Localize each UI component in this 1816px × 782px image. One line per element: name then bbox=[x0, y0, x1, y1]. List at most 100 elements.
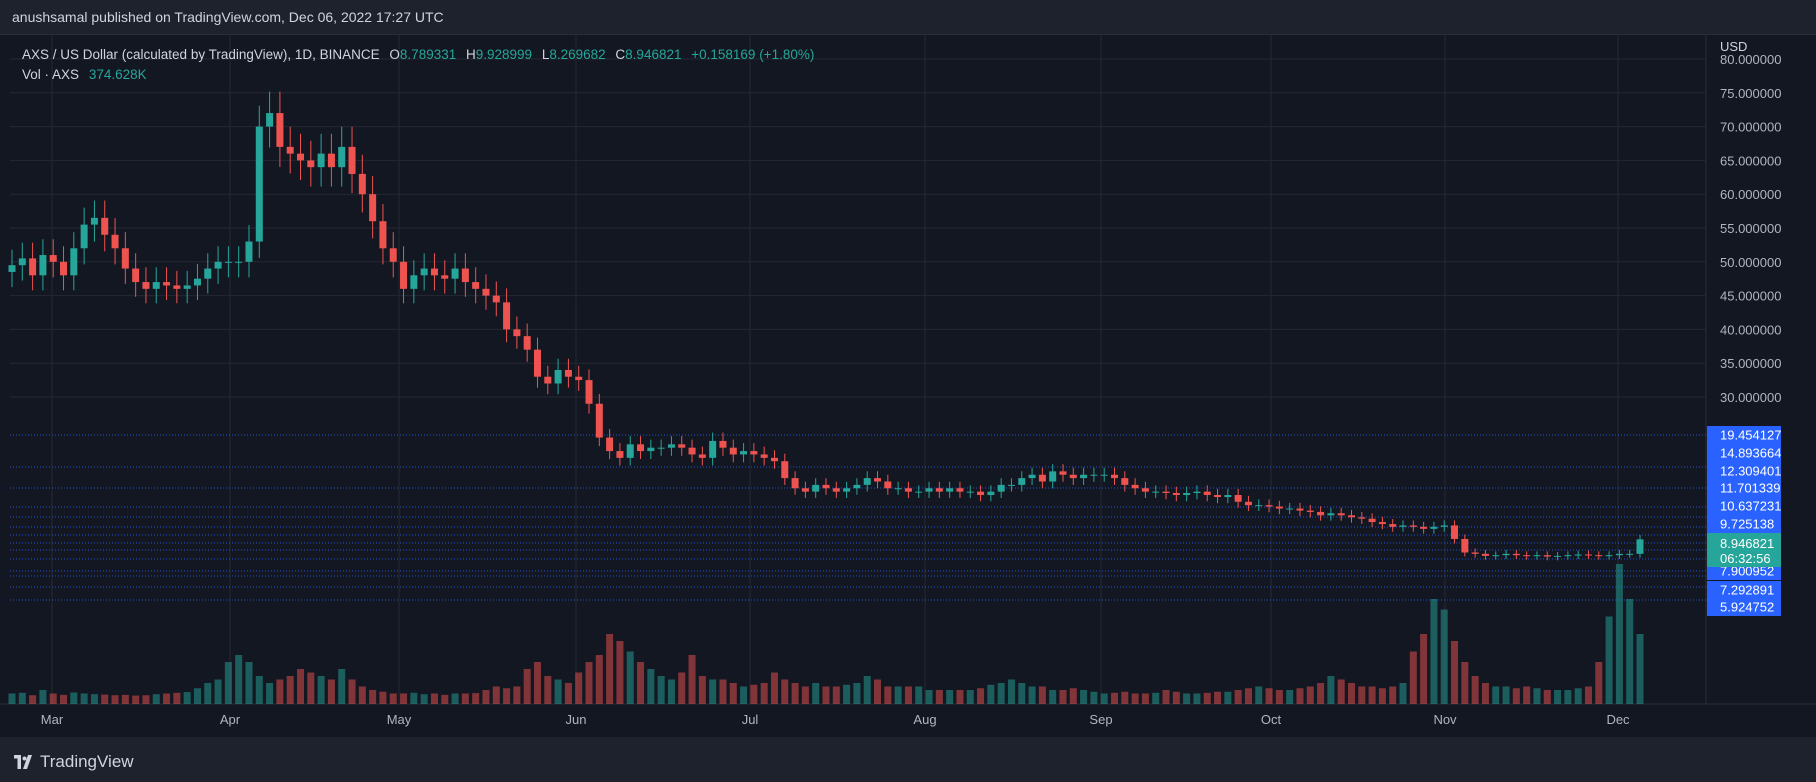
candle-body bbox=[1275, 506, 1283, 509]
volume-bar bbox=[1389, 686, 1397, 704]
candle-body bbox=[1615, 553, 1623, 556]
volume-bar bbox=[1584, 686, 1592, 704]
level-price-label: 9.725138 bbox=[1720, 517, 1774, 532]
candle-body bbox=[853, 484, 861, 489]
candle-body bbox=[667, 444, 675, 448]
volume-bar bbox=[235, 655, 243, 704]
volume-bar bbox=[966, 690, 974, 704]
volume-bar bbox=[1409, 651, 1417, 704]
candle-body bbox=[904, 488, 912, 492]
month-label: Sep bbox=[1089, 712, 1112, 727]
volume-bar bbox=[1069, 688, 1077, 704]
candle-body bbox=[647, 447, 655, 452]
volume-bar bbox=[358, 686, 366, 704]
level-price-label-bg bbox=[1707, 581, 1781, 599]
candle-body bbox=[1018, 478, 1026, 485]
candle-body bbox=[1461, 538, 1469, 553]
last-price-badge bbox=[1707, 533, 1781, 567]
volume-bar bbox=[111, 695, 119, 704]
candle-body bbox=[430, 268, 438, 276]
volume-bar bbox=[1007, 679, 1015, 704]
volume-bar bbox=[266, 683, 274, 704]
volume-bar bbox=[698, 676, 706, 704]
candle-body bbox=[977, 491, 985, 496]
candle-body bbox=[1399, 525, 1407, 527]
price-tick-label: 60.000000 bbox=[1720, 187, 1781, 202]
candle-body bbox=[1626, 553, 1634, 555]
level-price-label: 14.893664 bbox=[1720, 446, 1781, 461]
candle-body bbox=[90, 217, 98, 225]
volume-bar bbox=[1636, 634, 1644, 704]
volume-bar bbox=[1564, 690, 1572, 704]
high-label: H bbox=[466, 47, 476, 62]
volume-bar bbox=[1451, 641, 1459, 704]
candle-body bbox=[1409, 525, 1417, 527]
volume-bar bbox=[678, 672, 686, 704]
candle-body bbox=[750, 451, 758, 455]
candle-body bbox=[832, 488, 840, 492]
volume-bar bbox=[554, 679, 562, 704]
candle-body bbox=[956, 488, 964, 492]
volume-bar bbox=[430, 693, 438, 704]
volume-bar bbox=[812, 683, 820, 704]
candle-body bbox=[317, 153, 325, 168]
volume-bar bbox=[327, 679, 335, 704]
candle-body bbox=[183, 285, 191, 289]
volume-bar bbox=[389, 693, 397, 704]
level-price-label: 19.454127 bbox=[1720, 428, 1781, 443]
volume-bar bbox=[101, 694, 109, 704]
candle-body bbox=[801, 488, 809, 492]
candle-body bbox=[1368, 518, 1376, 523]
volume-bar bbox=[1255, 686, 1263, 704]
candle-body bbox=[1564, 555, 1572, 557]
volume-bar bbox=[709, 679, 717, 704]
volume-bar bbox=[451, 693, 459, 704]
level-price-label-bg bbox=[1707, 426, 1781, 444]
volume-bar bbox=[925, 690, 933, 704]
candle-body bbox=[843, 488, 851, 492]
volume-bar bbox=[1523, 686, 1531, 704]
volume-bar bbox=[801, 686, 809, 704]
candle-body bbox=[1069, 474, 1077, 479]
volume-bar bbox=[1378, 688, 1386, 704]
volume-bar bbox=[286, 676, 294, 704]
volume-bar bbox=[1296, 688, 1304, 704]
volume-bar bbox=[152, 694, 160, 704]
volume-bar bbox=[616, 641, 624, 704]
volume-bar bbox=[1615, 564, 1623, 704]
volume-bar bbox=[1317, 683, 1325, 704]
month-label: May bbox=[387, 712, 412, 727]
candle-body bbox=[101, 217, 109, 235]
chart-pane[interactable]: 80.000000 75.000000 70.000000 65.000000 60.0… bbox=[0, 34, 1816, 739]
candle-body bbox=[348, 146, 356, 174]
candle-body bbox=[1255, 505, 1263, 507]
low-value: 8.269682 bbox=[549, 47, 606, 62]
candle-body bbox=[595, 403, 603, 438]
price-tick-label: 40.000000 bbox=[1720, 322, 1781, 337]
volume-bar bbox=[1337, 679, 1345, 704]
tradingview-logo-icon bbox=[14, 755, 32, 769]
volume-bar bbox=[1141, 693, 1149, 704]
volume-bar bbox=[132, 695, 140, 704]
volume-bar bbox=[1327, 676, 1335, 704]
candle-body bbox=[193, 278, 201, 286]
candle-body bbox=[760, 454, 768, 458]
volume-bar bbox=[575, 672, 583, 704]
candle-body bbox=[626, 444, 634, 458]
volume-legend: Vol · AXS 374.628K bbox=[22, 65, 147, 85]
tradingview-brand[interactable]: TradingView bbox=[12, 752, 134, 772]
volume-bar bbox=[1234, 690, 1242, 704]
volume-bar bbox=[533, 662, 541, 704]
volume-bar bbox=[770, 672, 778, 704]
volume-bar bbox=[1244, 688, 1252, 704]
volume-bar bbox=[719, 679, 727, 704]
candle-body bbox=[894, 488, 902, 490]
month-label: Mar bbox=[41, 712, 64, 727]
price-chart[interactable]: 80.000000 75.000000 70.000000 65.000000 60.0… bbox=[0, 35, 1816, 738]
volume-bar bbox=[626, 651, 634, 704]
candle-body bbox=[1554, 555, 1562, 557]
volume-bar bbox=[70, 692, 78, 704]
volume-bar bbox=[657, 676, 665, 704]
volume-bar bbox=[1461, 662, 1469, 704]
volume-bar bbox=[1605, 616, 1613, 704]
